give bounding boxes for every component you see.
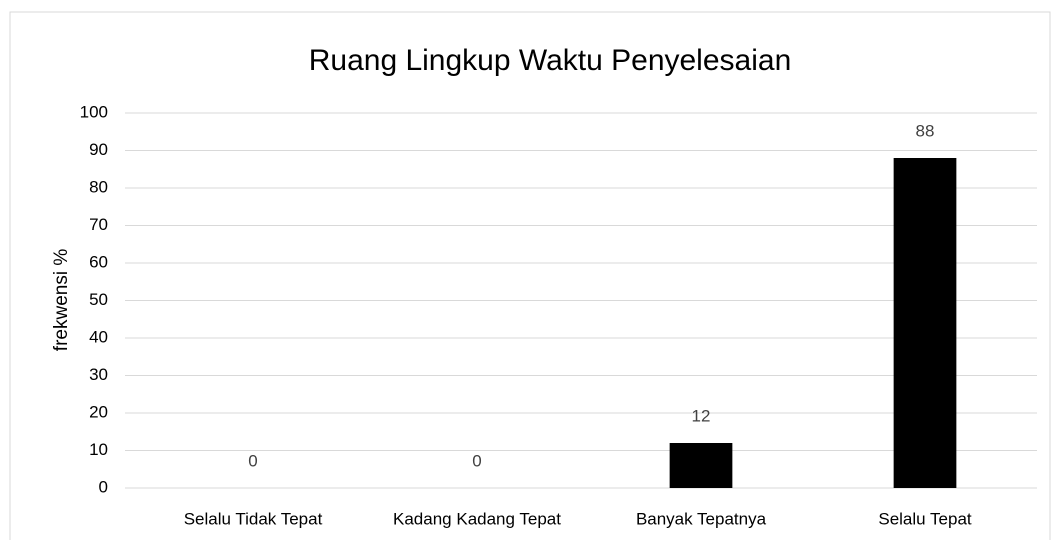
y-tick-label: 0 [99, 477, 108, 496]
y-tick-label: 50 [89, 290, 108, 309]
y-tick-label: 70 [89, 215, 108, 234]
y-tick-label: 90 [89, 140, 108, 159]
y-tick-label: 60 [89, 252, 108, 271]
y-tick-label: 100 [80, 102, 108, 121]
y-tick-label: 10 [89, 440, 108, 459]
y-axis-label: frekwensi % [51, 249, 72, 352]
x-tick-label: Kadang Kadang Tepat [393, 509, 561, 528]
x-tick-label: Selalu Tepat [878, 509, 972, 528]
chart-title: Ruang Lingkup Waktu Penyelesaian [309, 44, 792, 77]
y-tick-label: 30 [89, 365, 108, 384]
data-label: 0 [472, 451, 481, 470]
bar [893, 158, 957, 488]
data-label: 12 [692, 406, 711, 425]
y-tick-label: 20 [89, 402, 108, 421]
x-tick-label: Banyak Tepatnya [636, 509, 767, 528]
y-tick-label: 80 [89, 177, 108, 196]
bar [669, 443, 733, 488]
y-tick-label: 40 [89, 327, 108, 346]
data-label: 88 [916, 121, 935, 140]
chart-border [9, 11, 1051, 540]
x-tick-label: Selalu Tidak Tepat [184, 509, 323, 528]
data-label: 0 [248, 451, 257, 470]
